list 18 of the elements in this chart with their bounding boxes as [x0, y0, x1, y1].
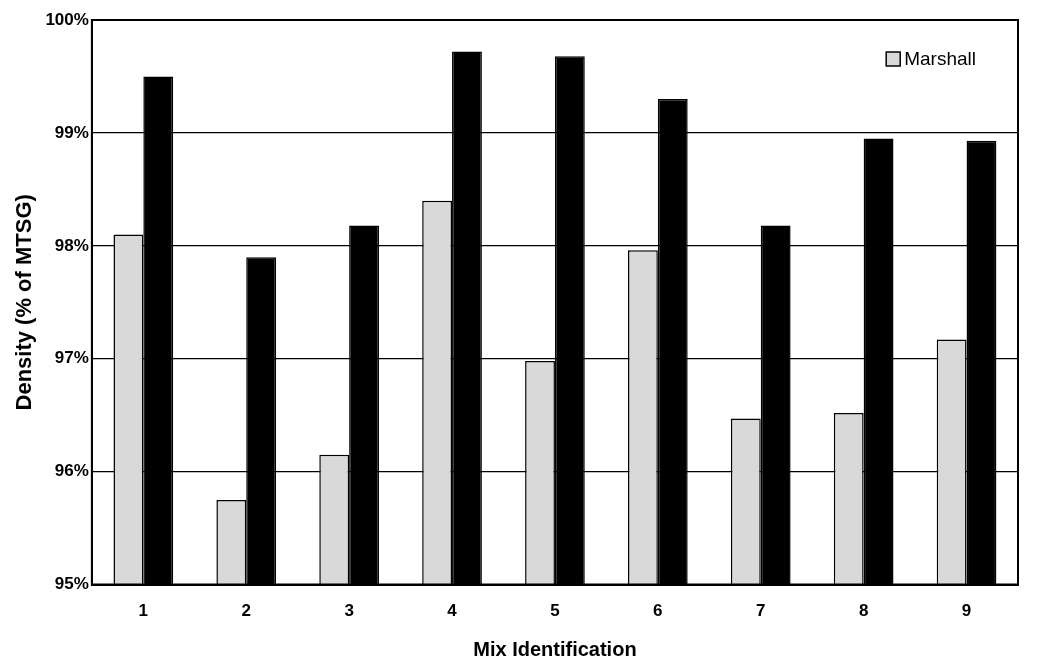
x-tick-label: 6 — [653, 601, 663, 621]
x-tick-label: 1 — [138, 601, 149, 621]
y-tick-label: 95% — [54, 574, 89, 594]
x-tick-label: 5 — [550, 601, 560, 621]
x-tick-label: 7 — [756, 601, 766, 621]
y-tick-label: 100% — [45, 9, 89, 29]
x-tick-label: 2 — [241, 601, 251, 621]
y-tick-label: 96% — [54, 461, 89, 481]
x-tick-label: 3 — [344, 601, 354, 621]
legend-label: Marshall — [904, 48, 977, 70]
y-axis-title: Density (% of MTSG) — [11, 194, 37, 411]
y-tick-label: 99% — [54, 122, 89, 142]
y-tick-label: 98% — [54, 235, 89, 255]
y-tick-label: 97% — [54, 348, 89, 368]
x-tick-label: 8 — [858, 601, 869, 621]
x-tick-label: 4 — [447, 601, 458, 621]
x-tick-label: 9 — [961, 601, 972, 621]
x-axis-title: Mix Identification — [473, 637, 637, 660]
